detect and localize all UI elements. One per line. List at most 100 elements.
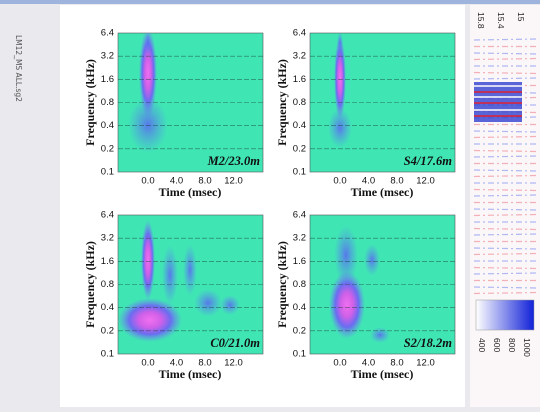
trace: [473, 194, 539, 197]
trace: [473, 208, 539, 211]
colorbar-label: 600: [492, 338, 502, 352]
energy: [364, 244, 380, 276]
trace: [473, 227, 539, 231]
panel-annotation: S4/17.6m: [404, 154, 453, 168]
top-band: [0, 0, 540, 4]
x-tick-label: 8.0: [198, 358, 211, 369]
strip-top-label: 15: [516, 12, 526, 22]
y-axis-label: Frequency (kHz): [275, 59, 289, 146]
colorbar-label: 1000: [522, 338, 532, 357]
colorbar: [475, 299, 535, 331]
spectrogram: [118, 220, 263, 342]
energy: [162, 245, 178, 305]
trace: [473, 233, 539, 236]
energy: [128, 97, 168, 153]
x-tick-label: 8.0: [390, 176, 403, 187]
energy: [145, 33, 151, 55]
trace: [473, 169, 539, 172]
x-tick-label: 0.0: [333, 358, 346, 369]
x-tick-label: 12.0: [416, 176, 435, 187]
trace: [473, 130, 539, 133]
x-tick-label: 12.0: [224, 176, 243, 187]
trace: [473, 252, 539, 256]
trace: [473, 286, 539, 289]
y-tick-label: 0.4: [101, 302, 114, 313]
energy: [334, 36, 346, 120]
energy: [329, 271, 365, 339]
colorbar-label: 800: [507, 338, 517, 352]
y-tick-label: 6.4: [293, 210, 306, 221]
trace: [473, 77, 539, 80]
y-tick-label: 0.1: [293, 349, 306, 360]
x-axis-label: Time (msec): [351, 367, 414, 381]
y-axis-label: Frequency (kHz): [83, 241, 97, 328]
panel-annotation: M2/23.0m: [207, 154, 261, 168]
panel-annotation: S2/18.2m: [404, 336, 453, 350]
y-tick-label: 0.8: [101, 97, 114, 108]
energy: [337, 33, 343, 55]
x-axis-label: Time (msec): [159, 185, 222, 199]
energy: [220, 295, 240, 315]
x-tick-label: 8.0: [390, 358, 403, 369]
trace: [473, 272, 539, 275]
y-tick-label: 3.2: [293, 51, 306, 62]
strip-traces: [473, 38, 539, 295]
energy: [183, 244, 197, 296]
y-tick-label: 1.6: [101, 74, 114, 85]
y-tick-label: 3.2: [101, 51, 114, 62]
x-tick-label: 4.0: [170, 358, 183, 369]
energy: [328, 108, 352, 148]
y-tick-label: 0.1: [293, 167, 306, 178]
spectrogram: [310, 225, 455, 343]
trace: [473, 291, 539, 295]
panel-annotation: C0/21.0m: [210, 336, 260, 350]
y-tick-label: 3.2: [293, 233, 306, 244]
y-tick-label: 3.2: [101, 233, 114, 244]
trace: [473, 155, 539, 158]
energy: [194, 289, 222, 317]
y-tick-label: 0.1: [101, 167, 114, 178]
y-tick-label: 6.4: [101, 210, 114, 221]
trace: [473, 213, 539, 217]
y-tick-label: 0.8: [101, 279, 114, 290]
energy: [139, 33, 157, 118]
y-tick-label: 0.8: [293, 279, 306, 290]
side-label: LM12_MS ALL.sg2: [14, 35, 23, 102]
spectrogram: [310, 33, 455, 150]
strip-top-label: 15.4: [496, 12, 506, 29]
trace: [473, 247, 539, 250]
y-tick-label: 0.4: [293, 302, 306, 313]
x-tick-label: 0.0: [333, 176, 346, 187]
x-axis-label: Time (msec): [351, 185, 414, 199]
trace: [473, 71, 539, 75]
trace: [473, 52, 539, 55]
x-tick-label: 4.0: [362, 176, 375, 187]
y-tick-label: 0.2: [101, 143, 114, 154]
energy: [141, 220, 155, 300]
y-tick-label: 1.6: [101, 256, 114, 267]
trace: [473, 57, 539, 61]
strip-top-label: 15.8: [476, 12, 486, 29]
y-tick-label: 0.1: [101, 349, 114, 360]
y-axis-label: Frequency (kHz): [275, 241, 289, 328]
x-axis-label: Time (msec): [159, 367, 222, 381]
energy: [370, 327, 390, 343]
x-tick-label: 4.0: [170, 176, 183, 187]
y-tick-label: 1.6: [293, 256, 306, 267]
y-tick-label: 0.8: [293, 97, 306, 108]
y-tick-label: 0.2: [293, 143, 306, 154]
trace: [473, 149, 539, 153]
trace: [473, 135, 539, 139]
y-tick-label: 0.4: [293, 120, 306, 131]
y-tick-label: 0.2: [293, 325, 306, 336]
side-strip: [470, 5, 540, 407]
x-tick-label: 12.0: [224, 358, 243, 369]
trace: [473, 188, 539, 192]
colorbar-label: 400: [477, 338, 487, 352]
y-tick-label: 6.4: [293, 28, 306, 39]
y-tick-label: 6.4: [101, 28, 114, 39]
